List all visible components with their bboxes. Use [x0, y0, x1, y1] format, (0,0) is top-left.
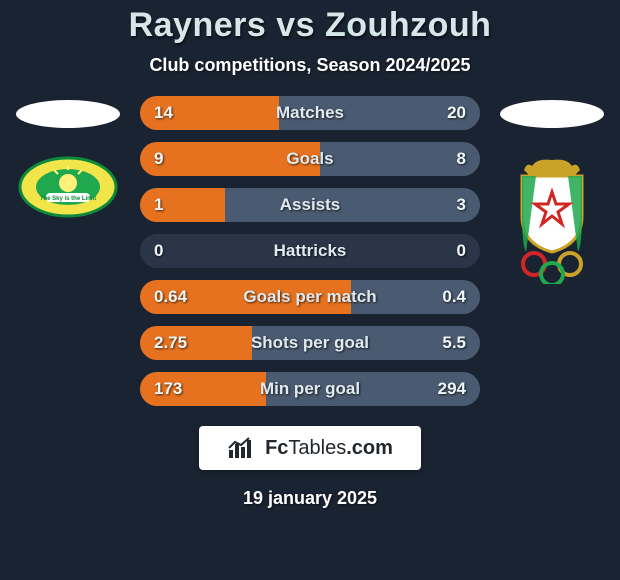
stat-value-right: 20: [447, 103, 466, 123]
far-rabat-crest-icon: [502, 156, 602, 284]
date-text: 19 january 2025: [243, 488, 377, 509]
stat-row: 9 Goals 8: [140, 142, 480, 176]
player1-name: Rayners: [129, 6, 267, 44]
stat-row: 2.75 Shots per goal 5.5: [140, 326, 480, 360]
brand-pre: Fc: [265, 437, 288, 459]
stat-label: Shots per goal: [251, 333, 369, 353]
stat-value-left: 1: [154, 195, 163, 215]
stat-bar-left: [140, 188, 225, 222]
stat-value-right: 3: [457, 195, 466, 215]
brand-main: Tables: [288, 437, 346, 459]
player2-crest: [502, 156, 602, 284]
stat-value-right: 0.4: [442, 287, 466, 307]
stat-value-left: 2.75: [154, 333, 187, 353]
stat-value-left: 173: [154, 379, 182, 399]
player1-flag-oval: [16, 100, 120, 128]
stat-row: 1 Assists 3: [140, 188, 480, 222]
player2-flag-oval: [500, 100, 604, 128]
svg-text:The Sky is the Limit: The Sky is the Limit: [40, 196, 96, 202]
subtitle: Club competitions, Season 2024/2025: [149, 55, 470, 76]
stat-label: Hattricks: [274, 241, 347, 261]
stat-row: 0.64 Goals per match 0.4: [140, 280, 480, 314]
vs-separator: vs: [276, 6, 315, 44]
left-side: The Sky is the Limit: [8, 96, 128, 218]
brand-text: FcTables.com: [265, 437, 393, 460]
stat-label: Goals per match: [243, 287, 376, 307]
stat-value-left: 14: [154, 103, 173, 123]
bar-chart-icon: [227, 436, 257, 460]
stat-bar-right: [225, 188, 480, 222]
sundowns-crest-icon: The Sky is the Limit: [18, 156, 118, 218]
stat-value-right: 8: [457, 149, 466, 169]
footer: FcTables.com 19 january 2025: [199, 426, 421, 509]
stat-label: Min per goal: [260, 379, 360, 399]
stat-value-right: 5.5: [442, 333, 466, 353]
right-side: [492, 96, 612, 284]
stat-value-right: 294: [438, 379, 466, 399]
main-content: The Sky is the Limit 14Matches209Goals81…: [0, 96, 620, 406]
stat-value-left: 0.64: [154, 287, 187, 307]
infographic-container: Rayners vs Zouhzouh Club competitions, S…: [0, 0, 620, 580]
stat-row: 173 Min per goal 294: [140, 372, 480, 406]
stat-label: Goals: [286, 149, 333, 169]
player2-name: Zouhzouh: [325, 6, 491, 44]
stat-value-left: 9: [154, 149, 163, 169]
stat-label: Matches: [276, 103, 344, 123]
stat-label: Assists: [280, 195, 340, 215]
comparison-title: Rayners vs Zouhzouh: [129, 6, 492, 45]
player1-crest: The Sky is the Limit: [18, 156, 118, 218]
stat-value-left: 0: [154, 241, 163, 261]
brand-suffix: .com: [346, 437, 393, 459]
brand-badge: FcTables.com: [199, 426, 421, 470]
stat-value-right: 0: [457, 241, 466, 261]
stat-row: 14 Matches 20: [140, 96, 480, 130]
stat-row: 0 Hattricks 0: [140, 234, 480, 268]
stats-column: 14 Matches 20 9 Goals 8 1 Assists 3 0 Hattricks 0 0.…: [140, 96, 480, 406]
